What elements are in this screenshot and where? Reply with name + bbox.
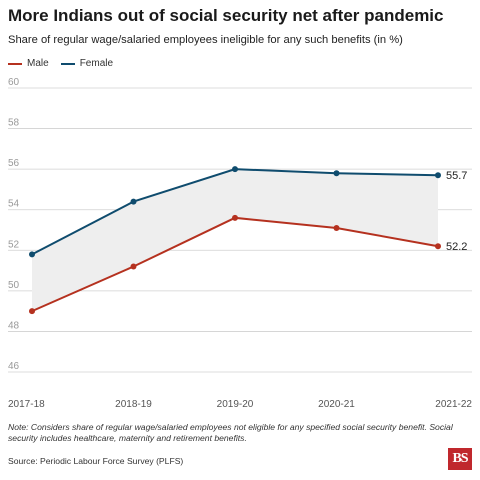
x-tick-label-4: 2021-22 xyxy=(435,399,472,410)
x-tick-label-3: 2020-21 xyxy=(318,399,355,410)
data-point-male-3 xyxy=(333,224,340,231)
data-point-male-4 xyxy=(435,243,441,250)
data-point-male-1 xyxy=(130,263,137,270)
legend-label-male: Male xyxy=(27,58,49,69)
x-tick-label-0: 2017-18 xyxy=(8,399,45,410)
y-tick-label-50: 50 xyxy=(8,280,20,291)
data-point-female-2 xyxy=(232,166,238,173)
y-tick-label-56: 56 xyxy=(8,158,20,169)
chart-title: More Indians out of social security net … xyxy=(8,6,444,25)
y-tick-label-48: 48 xyxy=(8,320,20,331)
publisher-logo: BS xyxy=(448,448,472,470)
y-tick-label-60: 60 xyxy=(8,77,20,88)
chart-source: Source: Periodic Labour Force Survey (PL… xyxy=(8,456,184,466)
legend-swatch-male xyxy=(8,62,22,65)
data-point-female-3 xyxy=(333,170,340,177)
legend-swatch-female xyxy=(60,62,75,65)
legend-label-female: Female xyxy=(79,58,114,69)
y-tick-label-58: 58 xyxy=(8,118,20,129)
x-tick-label-2: 2019-20 xyxy=(217,399,254,410)
y-tick-label-52: 52 xyxy=(8,239,20,250)
y-tick-label-54: 54 xyxy=(8,199,20,210)
end-label-male: 52.2 xyxy=(446,241,467,253)
data-point-male-0 xyxy=(29,308,35,315)
y-tick-label-46: 46 xyxy=(8,361,20,372)
legend-item-male: Male xyxy=(8,58,49,69)
chart-subtitle: Share of regular wage/salaried employees… xyxy=(8,34,403,46)
x-tick-label-1: 2018-19 xyxy=(115,399,152,410)
data-point-female-4 xyxy=(435,172,441,179)
line-chart: 46 48 50 52 54 56 58 60 52.2 55.7 2017-18 2018-19 20… xyxy=(8,77,472,410)
data-point-female-0 xyxy=(29,251,35,258)
end-label-female: 55.7 xyxy=(446,170,467,182)
legend-item-female: Female xyxy=(60,58,114,69)
gap-band xyxy=(32,169,438,312)
data-point-female-1 xyxy=(130,198,137,205)
data-point-male-2 xyxy=(232,214,238,221)
legend: Male Female xyxy=(8,58,125,69)
chart-note: Note: Considers share of regular wage/sa… xyxy=(8,422,453,443)
